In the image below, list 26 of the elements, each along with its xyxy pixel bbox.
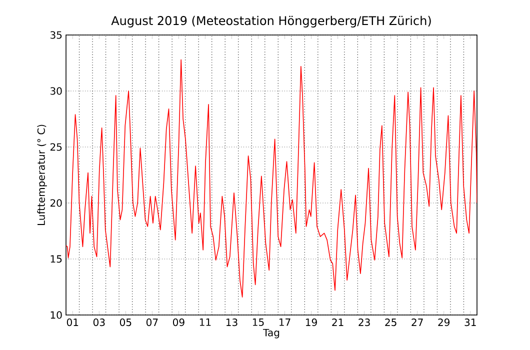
x-tick-label: 31 — [464, 318, 476, 326]
x-tick-label: 17 — [279, 318, 290, 326]
y-tick-label: 30 — [50, 87, 62, 95]
y-axis-title: Lufttemperatur (° C) — [37, 124, 47, 226]
x-tick-label: 03 — [93, 318, 105, 326]
chart-title: August 2019 (Meteostation Hönggerberg/ETH Zürich) — [111, 16, 431, 28]
x-tick-label: 25 — [385, 318, 396, 326]
line-series — [66, 59, 477, 298]
x-tick-label: 21 — [332, 318, 344, 326]
x-tick-label: 27 — [412, 318, 423, 326]
x-tick-label: 23 — [358, 318, 370, 326]
y-tick-label: 15 — [50, 255, 62, 263]
x-axis-title: Tag — [263, 328, 280, 338]
x-tick-label: 19 — [306, 318, 317, 326]
x-tick-label: 05 — [120, 318, 132, 326]
y-tick-label: 20 — [50, 199, 62, 207]
x-tick-label: 29 — [438, 318, 450, 326]
x-tick-label: 01 — [66, 318, 78, 326]
x-tick-label: 13 — [226, 318, 238, 326]
x-tick-label: 09 — [172, 318, 184, 326]
y-tick-label: 35 — [50, 31, 62, 39]
x-tick-label: 15 — [252, 318, 264, 326]
x-tick-label: 11 — [200, 318, 211, 326]
y-tick-label: 25 — [50, 143, 62, 151]
x-tick-label: 07 — [146, 318, 158, 326]
y-tick-label: 10 — [50, 311, 62, 319]
